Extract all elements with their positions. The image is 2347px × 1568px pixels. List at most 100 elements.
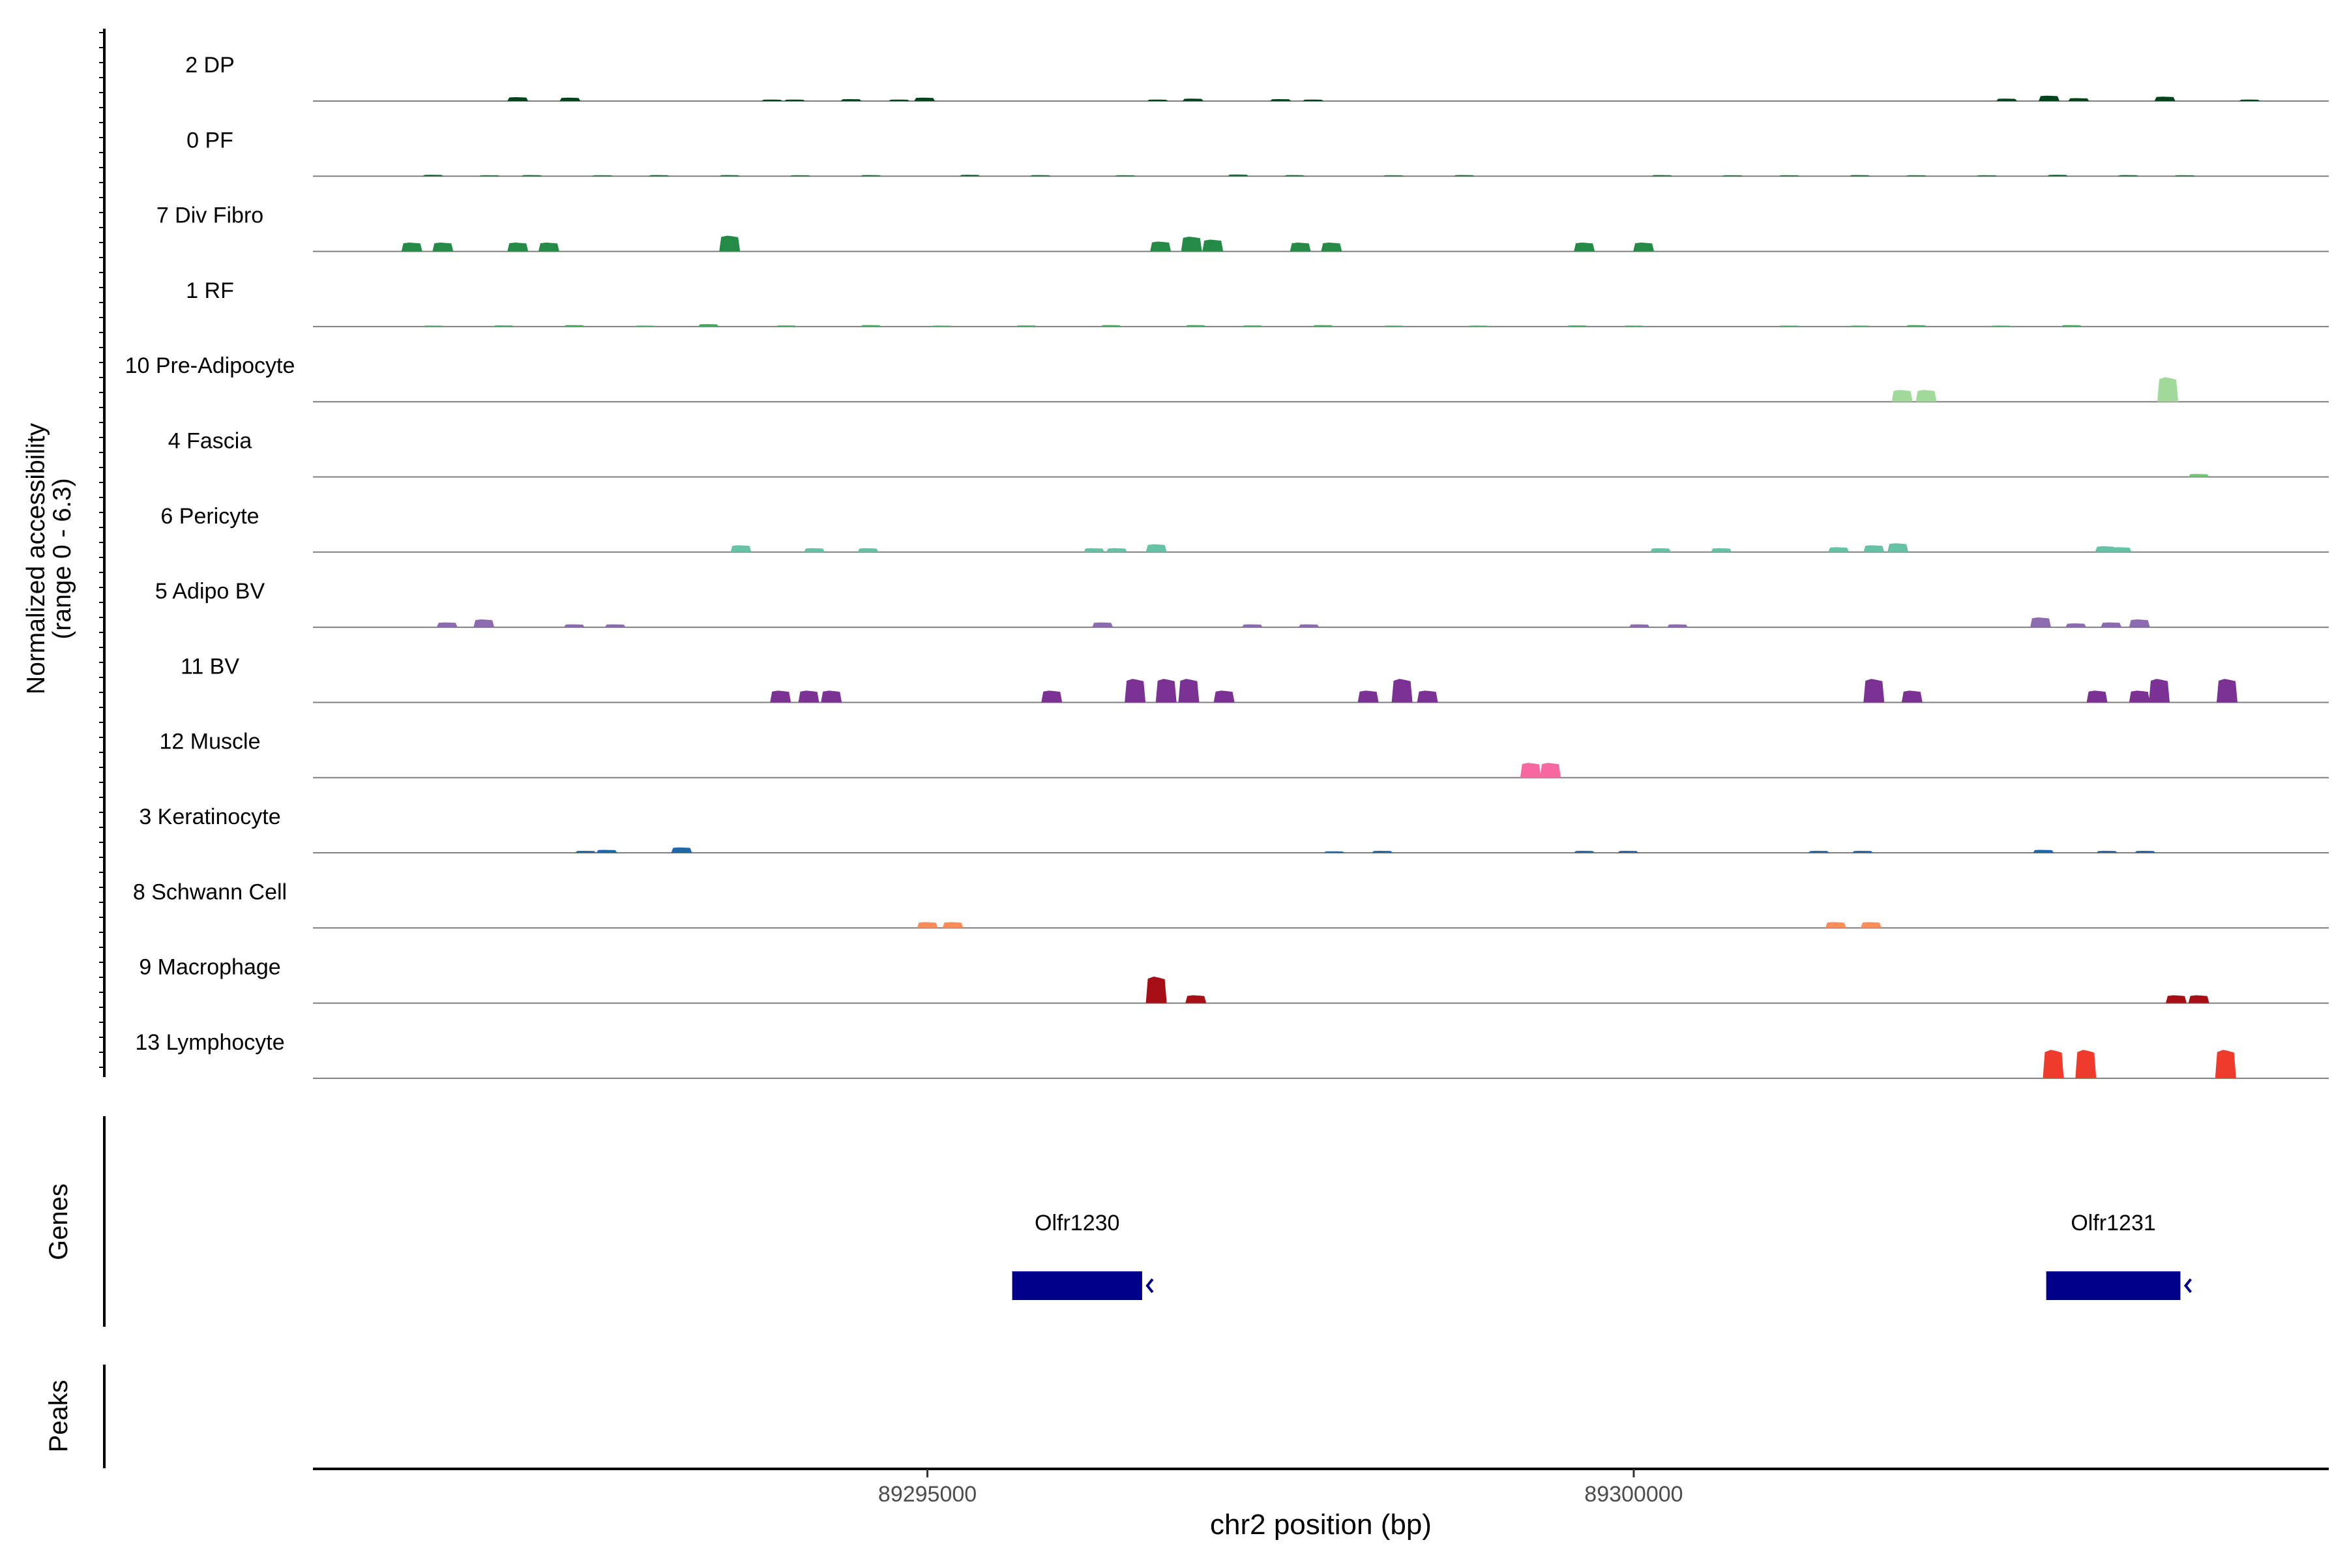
coverage-peak [1567,325,1588,327]
coverage-peak [1182,98,1203,101]
coverage-peak [1574,851,1595,853]
coverage-peak [559,97,581,101]
gene-olfr1230: Olfr1230 [1012,1211,1154,1300]
coverage-peak [770,690,791,703]
coverage-peak [860,175,881,177]
track-label: 0 PF [186,128,233,153]
x-tick-label: 89295000 [878,1482,977,1507]
coverage-peak [1887,543,1909,552]
coverage-peak [1863,679,1885,703]
coverage-peak [1852,851,1873,853]
x-axis-ticks: 89295000 89300000 [878,1469,1683,1507]
track-12-muscle: 12 Muscle [160,730,2329,778]
coverage-peak [1996,98,2017,101]
coverage-peak [1650,548,1672,552]
coverage-peak [2166,995,2187,1003]
coverage-peak [1145,544,1167,552]
coverage-peak [1303,99,1324,101]
coverage-peak [1828,547,1850,552]
coverage-peak [889,99,910,101]
coverage-peak [2075,1050,2097,1078]
coverage-peak [821,690,842,703]
x-axis-label: chr2 position (bp) [1210,1509,1432,1541]
coverage-peak [422,175,444,177]
coverage-peak [942,922,964,928]
coverage-peak [1041,690,1063,703]
coverage-peak [775,325,797,327]
peaks-panel-label: Peaks [44,1380,73,1452]
coverage-peak [1150,241,1172,252]
coverage-peak [2101,622,2122,628]
track-label: 4 Fascia [168,429,252,454]
track-label: 10 Pre-Adipocyte [125,353,295,378]
coverage-peak [2157,377,2178,402]
coverage-peak [2030,617,2051,628]
coverage-peak [761,99,783,101]
coverage-peak [2118,175,2139,177]
coverage-peak [1185,325,1207,327]
track-label: 7 Div Fibro [156,203,263,228]
coverage-peak [648,175,670,177]
coverage-peak [719,175,741,177]
coverage-peak [563,325,585,327]
coverage-peak [1651,175,1673,177]
coverage-peak [1891,390,1913,402]
track-13-lymphocyte: 13 Lymphocyte [135,1030,2329,1079]
coverage-peak [2239,99,2260,101]
track-label: 11 BV [181,654,239,679]
track-label: 8 Schwann Cell [133,880,287,904]
coverage-peak [1906,325,1927,327]
genes-panel-label: Genes [44,1183,73,1260]
gene-body [1012,1271,1142,1300]
coverage-peak [1298,624,1320,628]
coverage-peak [2154,96,2176,101]
coverage-peak [1906,175,1927,177]
coverage-peak [1185,995,1207,1003]
coverage-peak [1241,624,1263,628]
coverage-peak [1976,175,1998,177]
coverage-peak [2065,623,2087,628]
coverage-peak [804,548,825,552]
coverage-peak [493,325,514,327]
coverage-peak [473,619,495,628]
coverage-peak [1383,175,1404,177]
coverage-peak [1849,175,1870,177]
track-11-bv: 11 BV [181,654,2329,703]
coverage-peak [2188,474,2209,477]
coverage-peak [790,175,811,177]
coverage-peak [596,850,617,853]
track-label: 3 Keratinocyte [139,805,280,829]
coverage-peak [1617,851,1639,853]
coverage-peak [931,325,952,327]
coverage-peak [538,243,559,252]
coverage-peak [1825,922,1846,928]
strand-arrow-icon [2183,1278,2192,1294]
coverage-peak [860,325,881,327]
coverage-peak [1468,325,1489,327]
coverage-peak [840,99,862,101]
coverage-peak [1372,851,1393,853]
coverage-peak [1629,624,1650,628]
coverage-peak [1863,545,1885,552]
coverage-peak [917,922,938,928]
coverage-peak [401,243,422,252]
coverage-peak [1901,690,1923,703]
coverage-peak [436,622,458,628]
strand-arrow-icon [1145,1278,1154,1294]
coverage-peak [422,325,444,327]
coverage-peak [857,548,879,552]
track-label: 5 Adipo BV [155,579,265,604]
coverage-peak [1861,922,1882,928]
coverage-peak [1241,325,1263,327]
coverage-peak [563,624,585,628]
coverage-peak [1383,325,1404,327]
coverage-peak [575,851,597,853]
coverage-peak [2174,175,2195,177]
coverage-peak [1202,239,1224,252]
track-4-fascia: 4 Fascia [168,429,2329,478]
coverage-peak [592,175,613,177]
coverage-peak [1849,325,1870,327]
coverage-peak [1145,976,1167,1003]
coverage-peak [432,243,454,252]
gene-label: Olfr1231 [2071,1211,2155,1235]
